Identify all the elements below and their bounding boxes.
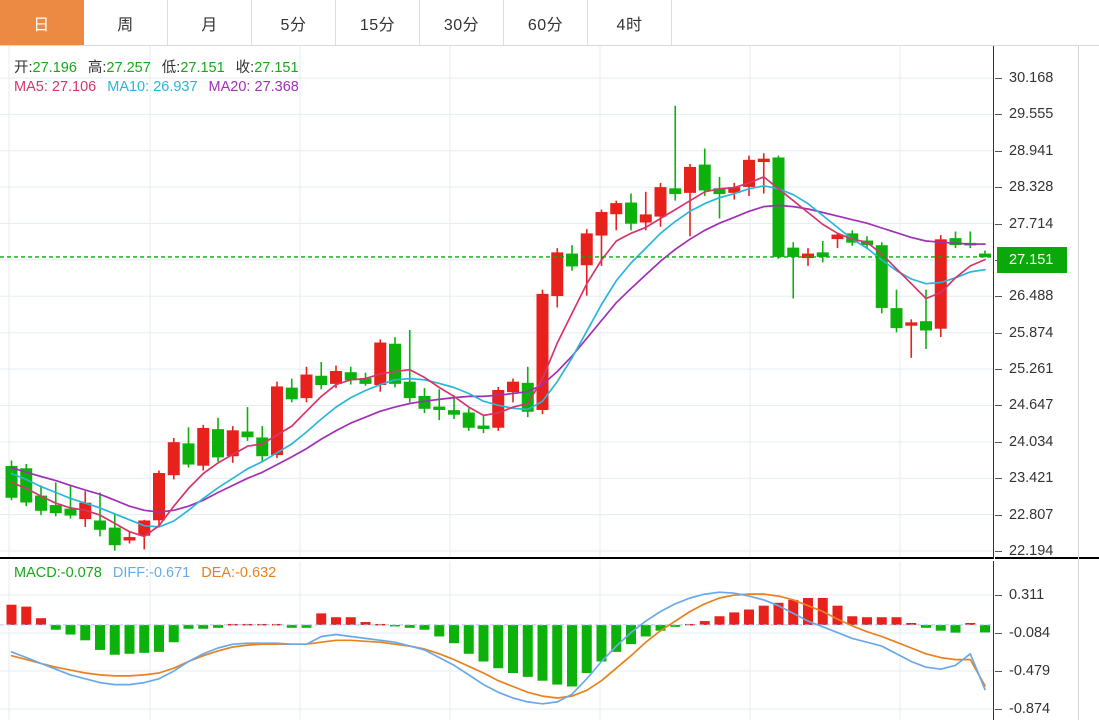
price-tick-mark: [995, 296, 1002, 298]
price-tick-label: 23.421: [1009, 470, 1054, 487]
axis-right-edge: [1078, 46, 1079, 720]
price-tick-mark: [995, 114, 1002, 116]
price-tick-label: 24.647: [1009, 397, 1054, 414]
tab-day[interactable]: 日: [0, 0, 84, 45]
macd-tick-label: -0.479: [1009, 663, 1051, 679]
price-tick-label: 25.261: [1009, 361, 1054, 378]
macd-tick-mark: [995, 633, 1002, 634]
macd-axis: 0.311 -0.084 -0.479 -0.874: [995, 561, 1099, 720]
price-tick-mark: [995, 551, 1002, 552]
candlestick-canvas: [0, 46, 993, 557]
tab-60min-label: 60分: [527, 16, 564, 34]
price-tick-label: 28.328: [1009, 179, 1054, 196]
tab-5min[interactable]: 5分: [252, 0, 336, 45]
price-axis: 30.168 29.555 28.941 28.328 27.714 27.151 26.4…: [995, 46, 1099, 559]
macd-tick-label: -0.874: [1009, 701, 1051, 717]
price-tick-label: 25.874: [1009, 324, 1054, 341]
tab-week-label: 周: [117, 16, 134, 34]
price-tick-label: 29.555: [1009, 106, 1054, 123]
price-tick-mark: [995, 332, 1002, 334]
price-tick-mark: [995, 514, 1002, 516]
current-price-badge: 27.151: [997, 246, 1068, 273]
tab-15min-label: 15分: [359, 16, 396, 34]
price-tick-mark: [995, 405, 1002, 407]
price-tick-mark: [995, 223, 1002, 225]
tab-4hour-label: 4时: [616, 16, 643, 34]
price-tick-mark: [995, 150, 1002, 152]
macd-canvas: [0, 561, 993, 720]
tab-4hour[interactable]: 4时: [588, 0, 672, 45]
tab-30min-label: 30分: [443, 16, 480, 34]
macd-tick-label: 0.311: [1009, 587, 1045, 603]
macd-chart-pane[interactable]: [0, 561, 994, 720]
price-tick-mark: [995, 78, 1002, 79]
tab-60min[interactable]: 60分: [504, 0, 588, 45]
price-tick-mark: [995, 187, 1002, 189]
price-tick-mark: [995, 441, 1002, 443]
tab-15min[interactable]: 15分: [336, 0, 420, 45]
tab-5min-label: 5分: [280, 16, 307, 34]
price-tick-label: 30.168: [1009, 70, 1054, 86]
macd-tick-mark: [995, 671, 1002, 672]
price-tick-mark: [995, 478, 1002, 480]
price-tick-label: 22.807: [1009, 506, 1054, 523]
price-tick-mark: [995, 369, 1002, 371]
timeframe-tab-bar: 日 周 月 5分 15分 30分 60分 4时: [0, 0, 1099, 46]
price-tick-label: 22.194: [1009, 543, 1054, 559]
price-tick-label: 27.714: [1009, 215, 1054, 232]
tab-month-label: 月: [201, 16, 218, 34]
price-tick-label: 24.034: [1009, 433, 1054, 450]
tab-30min[interactable]: 30分: [420, 0, 504, 45]
tab-month[interactable]: 月: [168, 0, 252, 45]
tab-week[interactable]: 周: [84, 0, 168, 45]
macd-tick-mark: [995, 709, 1002, 710]
candlestick-chart-pane[interactable]: [0, 46, 994, 559]
tab-day-label: 日: [33, 16, 50, 34]
price-tick-label: 26.488: [1009, 288, 1054, 305]
macd-tick-label: -0.084: [1009, 625, 1051, 641]
tab-bar-filler: [672, 0, 1099, 45]
price-tick-label: 28.941: [1009, 142, 1054, 159]
macd-tick-mark: [995, 595, 1002, 596]
